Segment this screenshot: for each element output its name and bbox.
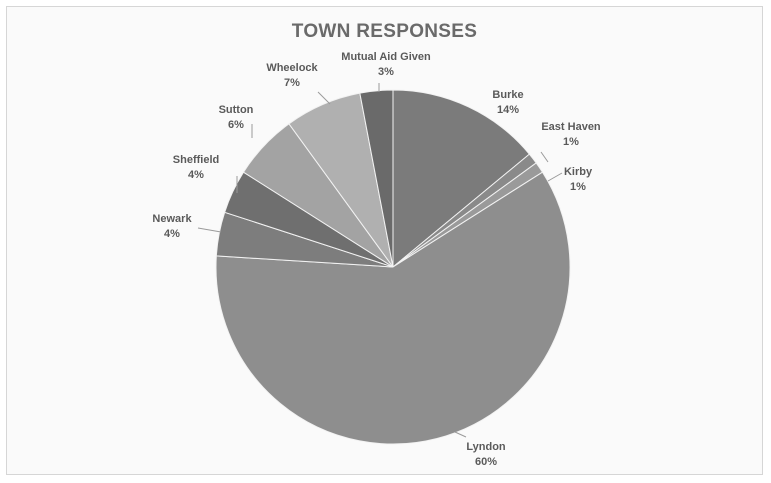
slice-label-burke: Burke 14% [492, 89, 523, 116]
slice-category-label: Wheelock [266, 62, 318, 74]
slice-percent-label: 7% [284, 77, 300, 89]
chart-title: TOWN RESPONSES [291, 21, 478, 42]
leader-line-kirby [547, 172, 563, 182]
slice-percent-label: 1% [570, 181, 586, 193]
slice-category-label: East Haven [541, 121, 601, 133]
slice-label-wheelock: Wheelock 7% [266, 62, 318, 89]
leader-lines [197, 83, 563, 438]
slice-category-label: Burke [492, 89, 523, 101]
leader-line-newark [197, 227, 222, 233]
slice-percent-label: 4% [188, 169, 204, 181]
slice-category-label: Lyndon [466, 441, 506, 453]
slice-label-sutton: Sutton 6% [219, 104, 254, 131]
pie-slice-lyndon [215, 171, 571, 445]
slice-labels: Burke 14% East Haven 1% Kirby 1% Lyndon 60% Newa… [152, 51, 601, 468]
slice-percent-label: 14% [497, 104, 519, 116]
slice-category-label: Newark [152, 213, 192, 225]
slice-label-sheffield: Sheffield 4% [173, 154, 219, 181]
slice-label-east-haven: East Haven 1% [541, 121, 601, 148]
slice-percent-label: 6% [228, 119, 244, 131]
slice-label-kirby: Kirby 1% [564, 166, 593, 193]
pie-slice-mutual-aid-given [359, 89, 394, 268]
slice-category-label: Sutton [219, 104, 254, 116]
slice-category-label: Kirby [564, 166, 593, 178]
pie-slice-burke [392, 89, 531, 269]
slice-category-label: Sheffield [173, 154, 219, 166]
slice-label-newark: Newark 4% [152, 213, 192, 240]
slice-percent-label: 4% [164, 228, 180, 240]
slice-percent-label: 60% [475, 456, 497, 468]
slice-percent-label: 3% [378, 66, 394, 78]
leader-line-lyndon [454, 431, 467, 438]
slice-category-label: Mutual Aid Given [341, 51, 431, 63]
leader-line-wheelock [317, 91, 331, 105]
pie-slices [215, 89, 571, 445]
slice-label-lyndon: Lyndon 60% [466, 441, 506, 468]
slice-label-mutual-aid-given: Mutual Aid Given 3% [341, 51, 431, 78]
slice-percent-label: 1% [563, 136, 579, 148]
leader-line-east-haven [540, 151, 549, 163]
